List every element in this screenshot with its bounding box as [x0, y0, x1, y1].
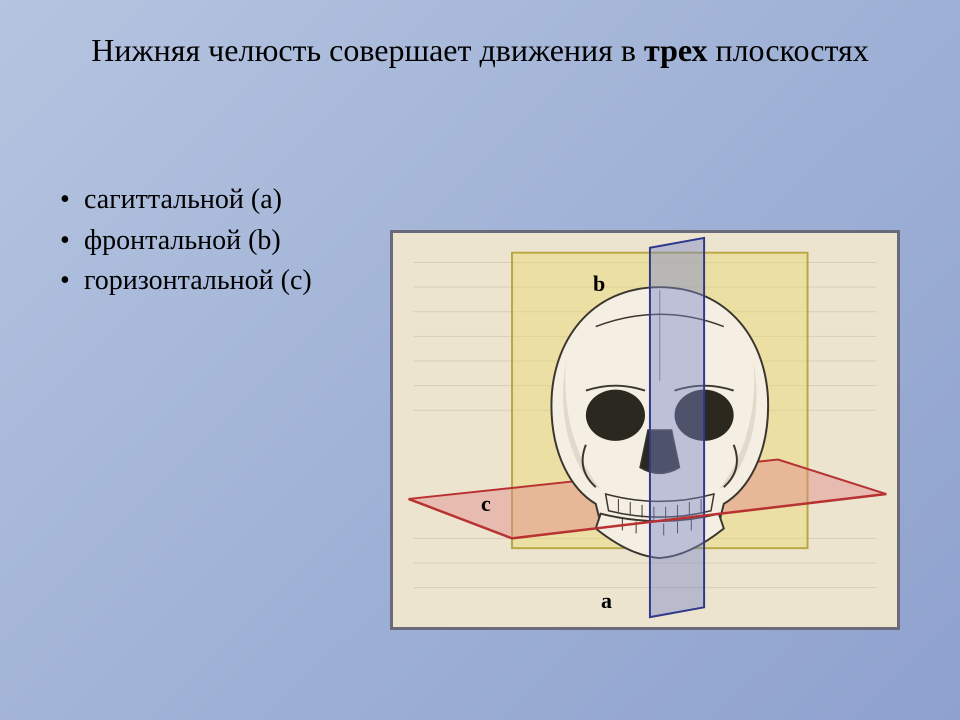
bullet-list: сагиттальной (а) фронтальной (b) горизон…	[60, 180, 312, 302]
bullet-item: фронтальной (b)	[60, 221, 312, 262]
label-b: b	[593, 271, 605, 297]
title-part-3: плоскостях	[707, 32, 868, 68]
sagittal-plane	[650, 238, 704, 617]
title-part-1: Нижняя челюсть совершает движения в	[91, 32, 644, 68]
title-part-2: трех	[644, 32, 707, 68]
label-c: c	[481, 491, 491, 517]
bullet-item: сагиттальной (а)	[60, 180, 312, 221]
label-a: a	[601, 588, 612, 614]
planes-svg	[393, 233, 897, 627]
planes-figure: b c a	[390, 230, 900, 630]
bullet-item: горизонтальной (с)	[60, 261, 312, 302]
slide-title: Нижняя челюсть совершает движения в трех…	[0, 0, 960, 82]
